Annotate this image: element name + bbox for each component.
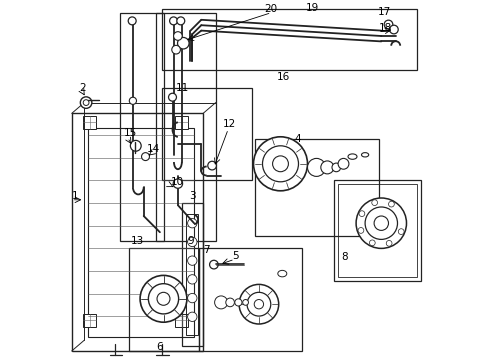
- Circle shape: [169, 17, 177, 25]
- Text: 3: 3: [188, 191, 195, 201]
- Circle shape: [187, 275, 197, 284]
- Bar: [83, 116, 96, 129]
- Circle shape: [373, 216, 387, 230]
- Bar: [129, 248, 199, 351]
- Bar: [162, 88, 251, 180]
- Circle shape: [398, 229, 403, 234]
- Circle shape: [148, 284, 178, 314]
- Circle shape: [225, 298, 234, 307]
- Circle shape: [234, 299, 242, 306]
- Bar: [156, 13, 215, 241]
- Circle shape: [209, 260, 218, 269]
- Bar: [337, 184, 416, 277]
- Circle shape: [140, 275, 186, 322]
- Bar: [334, 180, 420, 281]
- Circle shape: [187, 237, 197, 247]
- Circle shape: [358, 211, 364, 216]
- Circle shape: [388, 201, 393, 207]
- Circle shape: [130, 140, 141, 151]
- Circle shape: [272, 156, 288, 172]
- Circle shape: [337, 158, 348, 169]
- Circle shape: [173, 179, 182, 188]
- Circle shape: [357, 228, 363, 233]
- Circle shape: [177, 37, 189, 49]
- Text: 15: 15: [123, 128, 137, 138]
- Bar: [88, 128, 194, 337]
- Text: 14: 14: [147, 144, 160, 154]
- Text: 12: 12: [223, 119, 236, 129]
- Text: 8: 8: [341, 252, 347, 262]
- Circle shape: [242, 300, 248, 305]
- Circle shape: [262, 146, 298, 182]
- Circle shape: [320, 161, 333, 174]
- Text: 7: 7: [203, 245, 209, 255]
- Text: 1: 1: [72, 191, 78, 201]
- Bar: [199, 248, 302, 351]
- Circle shape: [173, 32, 182, 40]
- Text: 6: 6: [156, 342, 163, 352]
- Circle shape: [168, 93, 176, 101]
- Circle shape: [214, 296, 227, 309]
- Circle shape: [128, 17, 136, 25]
- Circle shape: [207, 161, 216, 170]
- Circle shape: [187, 219, 197, 228]
- Ellipse shape: [361, 153, 368, 157]
- Text: 18: 18: [378, 23, 391, 33]
- Circle shape: [368, 240, 374, 246]
- Text: 9: 9: [186, 236, 193, 246]
- Circle shape: [187, 293, 197, 303]
- Text: 20: 20: [264, 4, 277, 14]
- Bar: [120, 13, 163, 241]
- Bar: [255, 139, 379, 236]
- Ellipse shape: [277, 270, 286, 277]
- Bar: [175, 314, 187, 327]
- Ellipse shape: [347, 154, 356, 159]
- Circle shape: [171, 45, 180, 54]
- Circle shape: [141, 153, 149, 161]
- Circle shape: [386, 240, 391, 246]
- Circle shape: [80, 97, 92, 108]
- Circle shape: [307, 158, 325, 176]
- Text: 19: 19: [305, 3, 318, 13]
- Bar: [181, 203, 203, 346]
- Text: 2: 2: [79, 83, 85, 93]
- Circle shape: [187, 312, 197, 321]
- Text: 17: 17: [377, 6, 390, 17]
- Text: 4: 4: [294, 134, 301, 144]
- Circle shape: [389, 25, 397, 34]
- Bar: [83, 314, 96, 327]
- Bar: [175, 116, 187, 129]
- Text: 13: 13: [131, 236, 144, 246]
- Circle shape: [187, 256, 197, 265]
- Circle shape: [129, 97, 136, 104]
- Bar: [72, 113, 203, 351]
- Text: 11: 11: [176, 83, 189, 93]
- Circle shape: [365, 207, 397, 239]
- Circle shape: [177, 17, 184, 25]
- Circle shape: [246, 292, 270, 316]
- Text: 10: 10: [170, 177, 183, 187]
- Circle shape: [371, 200, 377, 206]
- Circle shape: [355, 198, 406, 248]
- Text: 5: 5: [231, 251, 238, 261]
- Circle shape: [157, 292, 170, 305]
- Circle shape: [239, 284, 278, 324]
- Bar: [162, 9, 416, 70]
- Circle shape: [331, 163, 340, 172]
- Bar: [186, 214, 198, 335]
- Circle shape: [384, 20, 392, 29]
- Circle shape: [253, 137, 307, 191]
- Circle shape: [254, 300, 263, 309]
- Text: 16: 16: [276, 72, 289, 82]
